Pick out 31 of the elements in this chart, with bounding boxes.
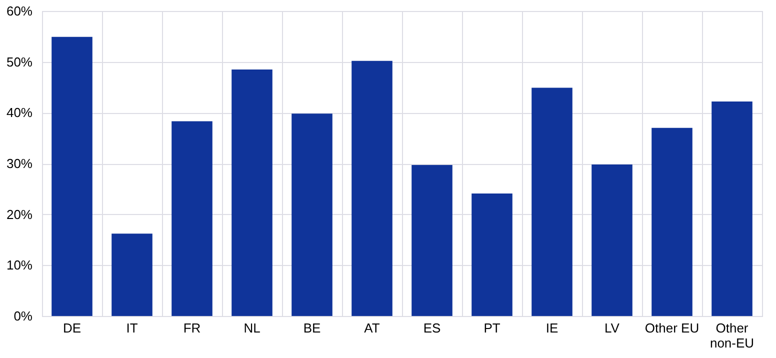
x-tick-label: DE: [62, 320, 82, 336]
x-tick-label: IT: [126, 320, 138, 336]
x-tick-label: Other EU: [644, 320, 700, 336]
y-tick-label: 20%: [6, 206, 33, 222]
bar: [172, 121, 212, 316]
x-tick-label: PT: [484, 320, 500, 336]
y-tick-label: 50%: [6, 54, 33, 70]
y-tick-label: 40%: [6, 105, 33, 120]
bar: [112, 234, 152, 316]
bar: [52, 36, 92, 316]
bar: [592, 164, 632, 316]
bar: [352, 60, 392, 316]
bar: [412, 165, 452, 316]
bar: [472, 193, 512, 316]
bar: [652, 128, 692, 316]
x-tick-label: FR: [183, 320, 201, 336]
bar: [712, 101, 752, 316]
y-tick-label: 60%: [6, 4, 33, 18]
x-tick-label: LV: [604, 320, 620, 336]
x-tick-label: Other non-EU: [710, 320, 754, 350]
bar: [292, 114, 332, 316]
x-tick-label: NL: [244, 320, 260, 336]
x-tick-label: BE: [303, 320, 321, 336]
y-tick-label: 0%: [14, 308, 33, 324]
y-tick-label: 30%: [6, 156, 33, 171]
bar: [532, 88, 572, 316]
y-tick-label: 10%: [6, 258, 33, 273]
x-tick-label: ES: [423, 320, 441, 336]
x-tick-label: AT: [364, 320, 380, 336]
bar: [232, 69, 272, 316]
x-tick-label: IE: [546, 320, 558, 336]
